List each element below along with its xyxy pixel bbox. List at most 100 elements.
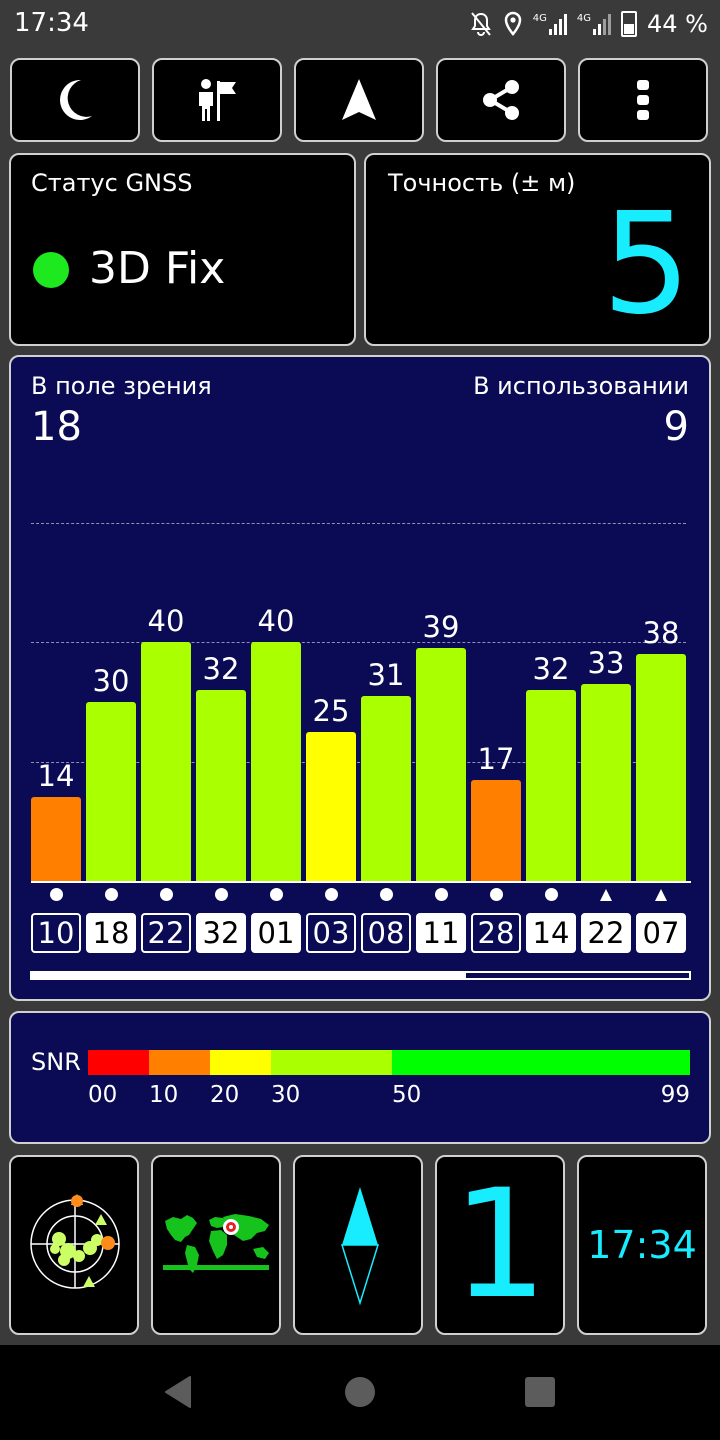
signal-icon	[593, 13, 612, 35]
triangle-marker-icon	[636, 888, 686, 904]
snr-bar	[251, 642, 301, 881]
scrollbar-thumb[interactable]	[32, 973, 466, 978]
bell-off-icon	[470, 12, 491, 36]
big-number: 1	[452, 1158, 548, 1332]
satellite-scrollbar[interactable]	[30, 971, 691, 980]
snr-value-label: 32	[202, 652, 240, 687]
night-mode-button[interactable]	[10, 58, 140, 142]
satellite-prn-label: 03	[306, 913, 356, 953]
circle-marker-icon	[141, 888, 191, 904]
snr-bar	[306, 731, 356, 881]
navigation-button[interactable]	[294, 58, 424, 142]
clock-tile[interactable]: 17:34	[577, 1155, 707, 1335]
satellite-prn-label: 32	[196, 913, 246, 953]
snr-scale-segment	[210, 1050, 271, 1075]
skyplot-icon	[30, 1194, 120, 1289]
snr-value-label: 33	[587, 646, 625, 681]
snr-scale-segment	[392, 1050, 690, 1075]
snr-tick-label: 50	[392, 1082, 422, 1108]
snr-scale-segment	[149, 1050, 210, 1075]
triangle-marker-icon	[581, 888, 631, 904]
satellite-prn-label: 10	[31, 913, 81, 953]
recents-icon[interactable]	[525, 1377, 555, 1407]
snr-bar	[526, 690, 576, 881]
share-icon	[483, 80, 519, 120]
world-map-icon	[163, 1214, 269, 1273]
skyplot-button[interactable]	[9, 1155, 139, 1335]
snr-value-label: 25	[312, 693, 350, 728]
signal-icon	[548, 13, 567, 35]
snr-bar	[416, 648, 466, 881]
fix-indicator	[33, 252, 69, 288]
tracking-button[interactable]	[152, 58, 282, 142]
circle-marker-icon	[196, 888, 246, 904]
snr-value-label: 32	[532, 652, 570, 687]
status-icons: 4G 4G 44 %	[469, 6, 708, 42]
person-flag-icon	[199, 79, 236, 121]
snr-value-label: 40	[147, 604, 185, 639]
circle-marker-icon	[471, 888, 521, 904]
circle-marker-icon	[31, 888, 81, 904]
chart-gridline	[31, 523, 686, 524]
gnss-status-panel[interactable]: Статус GNSS 3D Fix	[9, 153, 356, 346]
snr-tick-label: 99	[660, 1082, 690, 1108]
in-use-label: В использовании	[473, 372, 689, 400]
more-options-button[interactable]	[578, 58, 708, 142]
status-time: 17:34	[14, 8, 89, 38]
satellite-prn-label: 22	[581, 913, 631, 953]
in-view-label: В поле зрения	[31, 372, 212, 400]
battery-percent: 44 %	[647, 10, 708, 38]
world-map-button[interactable]	[151, 1155, 281, 1335]
status-bar: 17:34 4G 4G 44 %	[0, 0, 720, 48]
snr-tick-label: 10	[149, 1082, 179, 1108]
compass-icon	[340, 1187, 380, 1306]
back-icon[interactable]	[162, 1375, 194, 1409]
chart-baseline	[31, 881, 691, 883]
fix-status-value: 3D Fix	[89, 243, 226, 294]
circle-marker-icon	[416, 888, 466, 904]
compass-button[interactable]	[293, 1155, 423, 1335]
snr-bar	[196, 690, 246, 881]
snr-bar	[86, 702, 136, 881]
satellite-prn-label: 08	[361, 913, 411, 953]
circle-marker-icon	[251, 888, 301, 904]
in-view-count: 18	[31, 404, 82, 450]
accuracy-label: Точность (± м)	[388, 169, 576, 197]
snr-value-label: 38	[642, 616, 680, 651]
satellites-panel[interactable]	[9, 355, 711, 1001]
snr-value-label: 17	[477, 741, 515, 776]
moon-icon	[60, 79, 92, 120]
more-vertical-icon	[637, 80, 649, 120]
snr-bar	[361, 696, 411, 881]
snr-label: SNR	[31, 1048, 81, 1076]
circle-marker-icon	[306, 888, 356, 904]
network-type-1: 4G	[532, 13, 547, 24]
battery-icon	[621, 11, 638, 37]
share-button[interactable]	[436, 58, 566, 142]
network-type-2: 4G	[576, 13, 592, 24]
satellite-prn-label: 22	[141, 913, 191, 953]
navigation-bar	[0, 1345, 720, 1440]
gnss-status-label: Статус GNSS	[31, 169, 193, 197]
satellite-prn-label: 11	[416, 913, 466, 953]
satellite-count-tile[interactable]: 1	[435, 1155, 565, 1335]
circle-marker-icon	[86, 888, 136, 904]
snr-tick-label: 00	[88, 1082, 118, 1108]
snr-bar	[141, 642, 191, 881]
home-icon[interactable]	[344, 1376, 376, 1408]
snr-value-label: 30	[92, 664, 130, 698]
satellite-prn-label: 14	[526, 913, 576, 953]
snr-legend-panel	[9, 1011, 711, 1144]
accuracy-panel[interactable]: Точность (± м) 5	[364, 153, 711, 346]
snr-tick-label: 30	[271, 1082, 301, 1108]
snr-bar-chart: 14 10 30 18 40 22 32 32 40 01 25 03 31 08 39 11 17 28 32 14…	[31, 523, 691, 953]
satellite-prn-label: 01	[251, 913, 301, 953]
chart-gridline	[31, 761, 686, 763]
snr-color-scale	[88, 1050, 690, 1075]
snr-bar	[581, 684, 631, 881]
snr-bar	[471, 779, 521, 881]
satellite-prn-label: 18	[86, 913, 136, 953]
snr-value-label: 39	[422, 610, 460, 645]
snr-value-label: 14	[37, 759, 75, 794]
circle-marker-icon	[526, 888, 576, 904]
